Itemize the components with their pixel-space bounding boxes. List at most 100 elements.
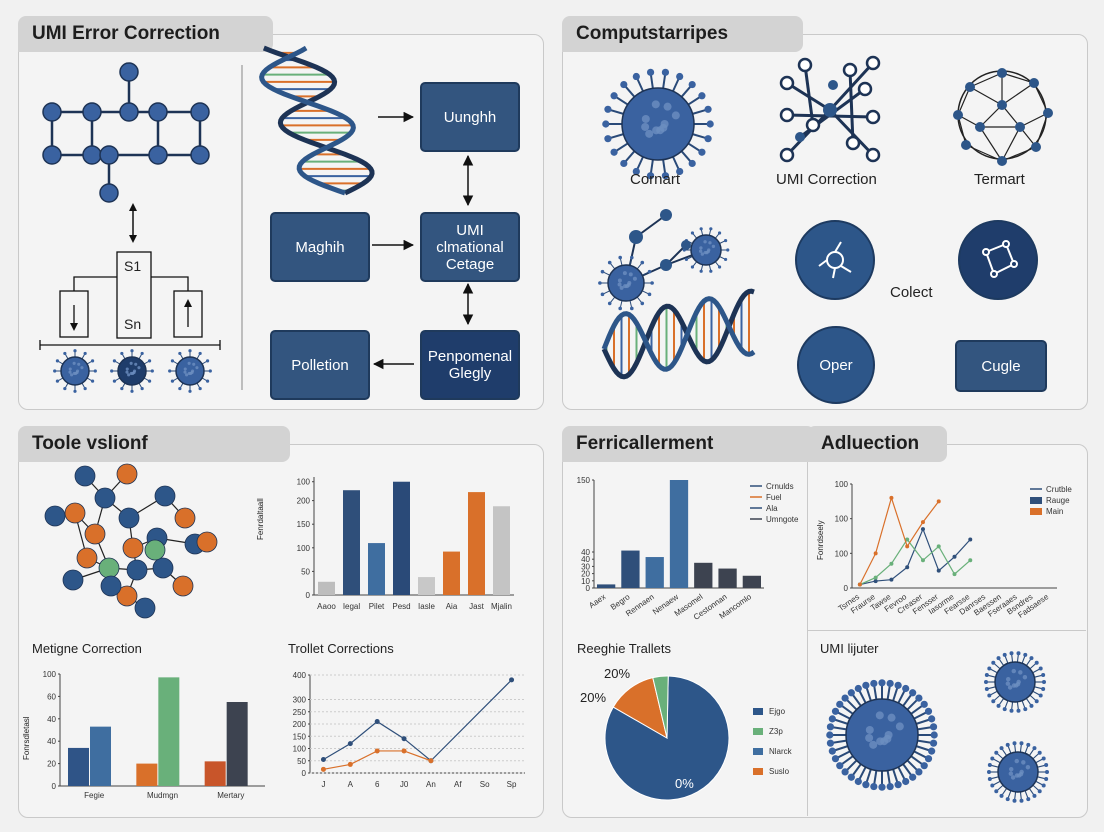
legend-swatch (753, 708, 763, 715)
y-tick-label: 0 (302, 769, 307, 778)
x-tick-label: Iasle (418, 602, 435, 611)
bar (621, 550, 640, 588)
x-tick-label: Pesd (392, 602, 410, 611)
data-point (347, 741, 353, 747)
ferr-pie-chart: Ejgo Z3p Nlarck Suslo (604, 675, 793, 801)
molecule-atom (126, 559, 148, 581)
adl-line-chart: 0100100100TsrnesFraurseTawseFevrooCrease… (835, 480, 1073, 620)
virus-shape (984, 651, 1046, 713)
data-point (920, 527, 925, 532)
data-point (401, 736, 407, 742)
series-line (323, 750, 432, 770)
pie-label-b: 20% (580, 690, 607, 705)
data-point (905, 537, 910, 542)
x-tick-label: Aaex (587, 592, 607, 610)
umi-molecule-network-icon (779, 55, 881, 163)
legend-label: Main (1046, 507, 1063, 516)
data-point (936, 499, 941, 504)
metigne-ylabel: Fonrsdletasl (22, 716, 31, 760)
y-tick-label: 100 (293, 745, 307, 754)
data-point (320, 766, 326, 772)
x-tick-label: Iegal (343, 602, 361, 611)
bar (158, 677, 180, 786)
molecule-atom (196, 531, 218, 553)
bar (393, 481, 410, 595)
molecule-atom (64, 502, 86, 524)
legend-swatch (753, 748, 763, 755)
data-point (857, 582, 862, 587)
x-tick-label: 6 (375, 780, 380, 789)
legend-swatch (753, 728, 763, 735)
bar (493, 506, 510, 595)
tools-bar-ylabel: Fenrdaltaall (256, 498, 265, 540)
x-tick-label: So (480, 780, 490, 789)
ferr-panel-title: Ferricallerment (562, 426, 815, 462)
bar (368, 543, 385, 595)
umi-correction-label: UMI Correction (776, 171, 877, 188)
y-tick-label: 50 (301, 567, 310, 576)
data-point (873, 551, 878, 556)
x-tick-label: Mudmgn (147, 791, 178, 800)
dna-helix-icon-2 (601, 288, 756, 380)
x-tick-label: Fegie (84, 791, 105, 800)
legend-label: Ejgo (769, 707, 786, 716)
trollet-line-chart: 0 50 100 150 200 250 300 400 J A 6 J0 An Af So Sp (293, 671, 525, 789)
reeghie-subtitle: Reeghie Trallets (577, 641, 671, 656)
molecule-atom (154, 485, 176, 507)
data-point (920, 520, 925, 525)
bar (694, 562, 713, 588)
data-point (347, 761, 353, 767)
dna-strand (259, 45, 375, 196)
dna-helix-icon (259, 45, 375, 196)
y-tick-label: 40 (47, 715, 56, 724)
y-tick-label: 0 (586, 584, 591, 593)
data-point (889, 577, 894, 582)
adl-divider-vertical (807, 462, 808, 816)
molecule-atom (116, 463, 138, 485)
legend-label: Z3p (769, 727, 783, 736)
cornart-label: Cornart (630, 171, 681, 188)
virus-small-icon-2 (987, 741, 1049, 803)
data-point (873, 575, 878, 580)
y-tick-label: 400 (293, 671, 307, 680)
adl-ylabel: Fonrdseely (816, 520, 825, 560)
umi-lijuter-subtitle: UMI lijuter (820, 641, 879, 656)
y-tick-label: 250 (293, 708, 307, 717)
data-point (374, 748, 380, 754)
molecule-atom (98, 557, 120, 579)
bar (90, 726, 111, 786)
molecule-atom (118, 507, 140, 529)
pie-label-c: 0% (675, 776, 694, 791)
y-tick-label: 0 (844, 584, 849, 593)
mesh-sphere-icon (953, 68, 1053, 166)
umi-s1-label: S1 (124, 258, 142, 274)
virus-big-icon (826, 679, 938, 791)
umi-sn-label: Sn (124, 316, 142, 332)
bar (468, 492, 485, 595)
molecule-atom (62, 569, 84, 591)
virus-icon (53, 349, 97, 393)
y-tick-label: 100 (43, 670, 57, 679)
maghih-box: Maghih (270, 212, 370, 282)
x-tick-label: J0 (400, 780, 409, 789)
virus-icon-row (53, 349, 212, 393)
metigne-bar-chart: 0 20 40 40 60 100 Fegie Mudmgn Mertary (43, 670, 265, 800)
data-point (428, 758, 434, 764)
data-point (873, 579, 878, 584)
bar (418, 577, 435, 595)
legend-label: Fuel (766, 493, 782, 502)
virus-icon (110, 349, 154, 393)
y-tick-label: 20 (47, 760, 56, 769)
molecule-atom (76, 547, 98, 569)
legend-label: Nlarck (769, 747, 793, 756)
y-tick-label: 0 (306, 591, 311, 600)
data-point (374, 719, 380, 725)
y-tick-label: 100 (835, 549, 849, 558)
virus-shape (682, 227, 730, 273)
molecule-atom (94, 487, 116, 509)
x-tick-label: An (426, 780, 436, 789)
adl-divider-horizontal (807, 630, 1086, 631)
legend-label: Crutble (1046, 485, 1072, 494)
legend-swatch (753, 768, 763, 775)
pie-slice (652, 675, 669, 739)
